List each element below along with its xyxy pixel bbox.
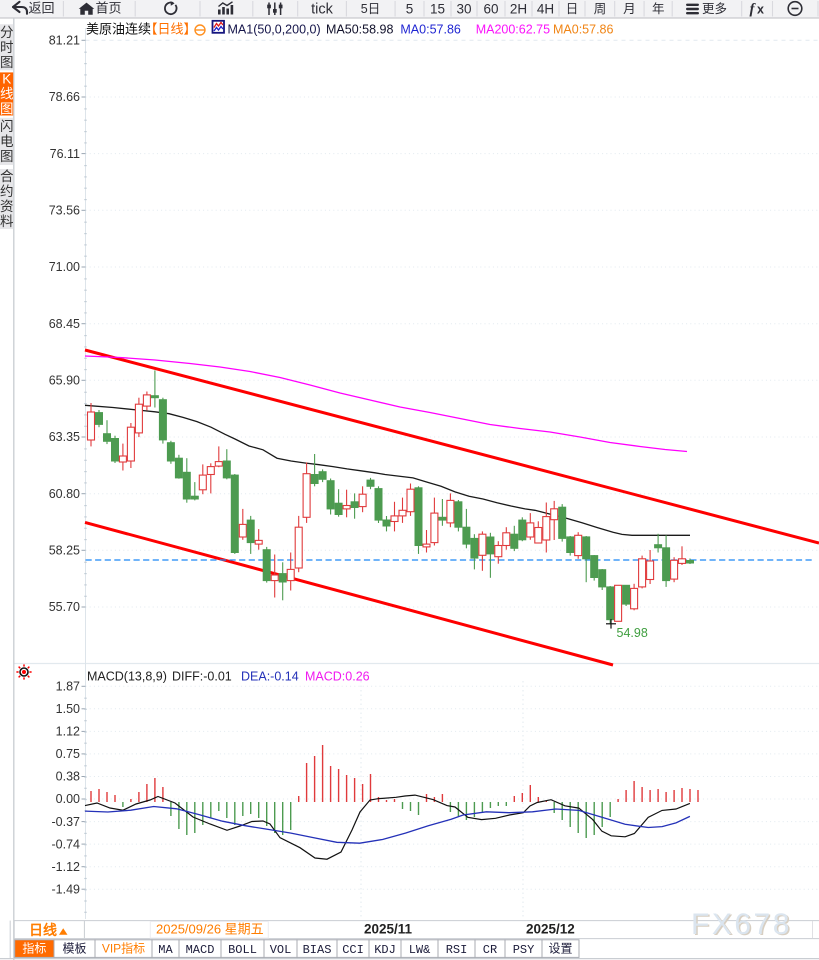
svg-text:PSY: PSY: [513, 943, 535, 957]
svg-text:0.00: 0.00: [56, 792, 80, 806]
svg-text:年: 年: [652, 2, 665, 16]
svg-text:日: 日: [566, 2, 579, 16]
svg-text:BOLL: BOLL: [228, 943, 257, 957]
svg-text:VOL: VOL: [270, 943, 292, 957]
svg-text:月: 月: [623, 2, 636, 16]
svg-text:60.80: 60.80: [49, 487, 80, 501]
svg-text:MA200:62.75: MA200:62.75: [476, 23, 550, 37]
svg-text:线: 线: [0, 87, 14, 102]
svg-text:30: 30: [456, 1, 471, 16]
svg-text:日线: 日线: [29, 922, 57, 938]
svg-text:63.35: 63.35: [49, 430, 80, 444]
svg-text:2025/12: 2025/12: [526, 922, 575, 937]
svg-text:f: f: [750, 2, 757, 18]
svg-text:指标: 指标: [22, 941, 46, 956]
svg-text:54.98: 54.98: [617, 626, 648, 640]
svg-text:0.75: 0.75: [56, 747, 80, 761]
svg-text:76.11: 76.11: [50, 147, 80, 161]
svg-text:料: 料: [0, 214, 14, 229]
svg-text:2025/11: 2025/11: [364, 922, 413, 937]
svg-text:68.45: 68.45: [49, 317, 80, 331]
svg-text:合: 合: [0, 169, 14, 184]
svg-text:DIFF:-0.01: DIFF:-0.01: [172, 670, 232, 684]
svg-text:FX678: FX678: [691, 908, 792, 941]
svg-text:周: 周: [594, 2, 607, 16]
svg-text:1.87: 1.87: [56, 680, 80, 694]
svg-text:更多: 更多: [702, 2, 727, 16]
svg-text:DEA:-0.14: DEA:-0.14: [241, 670, 299, 684]
svg-text:0.38: 0.38: [56, 770, 80, 784]
svg-text:73.56: 73.56: [49, 204, 80, 218]
svg-text:VIP指标: VIP指标: [102, 941, 145, 956]
svg-text:分: 分: [0, 25, 14, 40]
svg-text:K: K: [2, 72, 11, 87]
svg-text:4H: 4H: [537, 1, 554, 16]
svg-text:图: 图: [0, 149, 14, 164]
svg-text:电: 电: [0, 134, 14, 149]
svg-text:KDJ: KDJ: [374, 943, 396, 957]
svg-text:60: 60: [483, 1, 498, 16]
svg-text:图: 图: [0, 55, 14, 70]
svg-text:CCI: CCI: [342, 943, 364, 957]
svg-text:tick: tick: [311, 2, 334, 18]
svg-text:MA: MA: [158, 943, 173, 957]
svg-text:MA50:58.98: MA50:58.98: [326, 23, 393, 37]
svg-text:71.00: 71.00: [49, 260, 80, 274]
svg-text:美原油连续: 美原油连续: [86, 22, 151, 37]
svg-text:MA0:57.86: MA0:57.86: [400, 23, 461, 37]
svg-text:时: 时: [0, 40, 14, 55]
svg-text:返回: 返回: [29, 1, 55, 16]
svg-text:2H: 2H: [510, 1, 527, 16]
svg-text:约: 约: [0, 184, 14, 199]
svg-text:15: 15: [430, 1, 445, 16]
svg-text:MACD(13,8,9): MACD(13,8,9): [87, 670, 167, 684]
svg-text:闪: 闪: [0, 119, 14, 134]
svg-text:BIAS: BIAS: [303, 943, 332, 957]
svg-text:图: 图: [0, 102, 14, 117]
svg-text:5: 5: [406, 1, 414, 16]
svg-text:CR: CR: [483, 943, 497, 957]
svg-text:MACD:0.26: MACD:0.26: [305, 670, 370, 684]
svg-text:1.12: 1.12: [56, 725, 80, 739]
svg-text:LW&: LW&: [409, 943, 431, 957]
svg-text:x: x: [757, 3, 764, 17]
svg-text:FX678: FX678: [693, 909, 794, 942]
svg-text:78.66: 78.66: [49, 90, 80, 104]
svg-text:1.50: 1.50: [56, 702, 80, 716]
svg-text:65.90: 65.90: [49, 374, 80, 388]
svg-text:-0.37: -0.37: [52, 815, 81, 829]
svg-text:RSI: RSI: [446, 943, 468, 957]
svg-text:-1.49: -1.49: [52, 883, 81, 897]
svg-text:MACD: MACD: [186, 943, 215, 957]
svg-text:81.21: 81.21: [49, 34, 80, 48]
svg-text:2025/09/26 星期五: 2025/09/26 星期五: [156, 922, 264, 937]
svg-text:MA1(50,0,200,0): MA1(50,0,200,0): [228, 23, 321, 37]
svg-text:【日线】: 【日线】: [145, 22, 197, 37]
svg-text:5日: 5日: [361, 2, 380, 16]
svg-text:58.25: 58.25: [49, 544, 80, 558]
svg-text:-0.74: -0.74: [52, 837, 81, 851]
svg-text:55.70: 55.70: [49, 600, 80, 614]
svg-text:模板: 模板: [62, 942, 86, 956]
svg-text:设置: 设置: [548, 942, 572, 956]
svg-text:MA0:57.86: MA0:57.86: [553, 23, 614, 37]
svg-text:资: 资: [0, 199, 14, 214]
svg-text:首页: 首页: [96, 1, 122, 16]
svg-text:-1.12: -1.12: [52, 860, 81, 874]
